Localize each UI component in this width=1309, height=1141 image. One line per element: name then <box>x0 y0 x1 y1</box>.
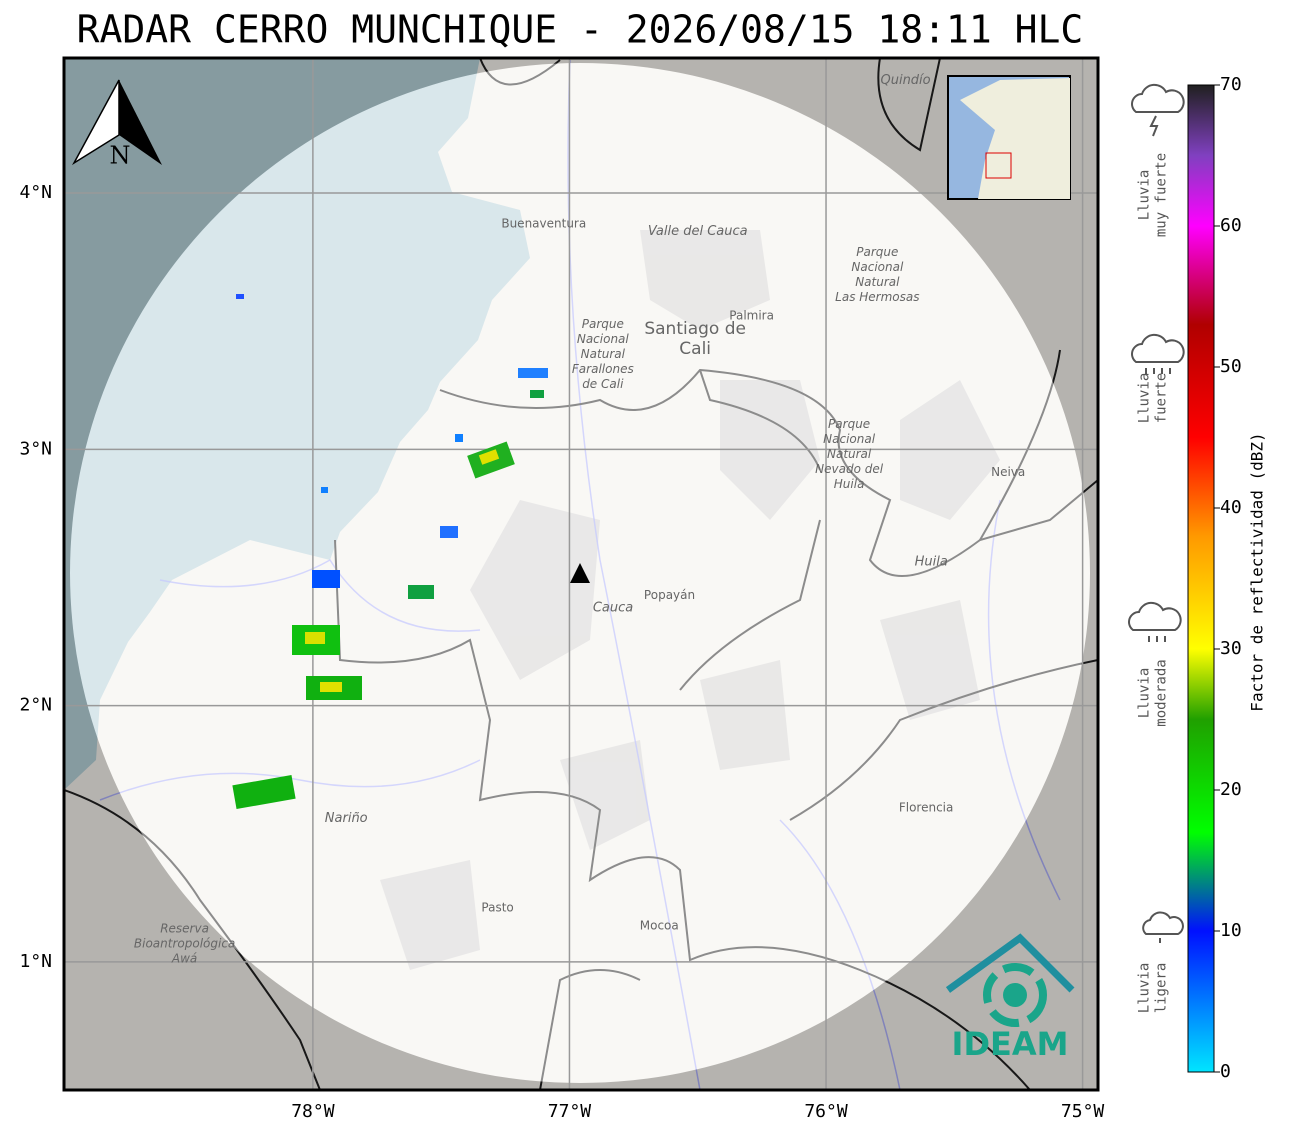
place-label: Pasto <box>481 901 513 915</box>
colorbar-tick-label: 20 <box>1220 779 1242 800</box>
place-label: Huila <box>834 477 865 491</box>
place-label: de Cali <box>582 377 624 391</box>
rain-level-label: muy fuerte <box>1154 153 1170 237</box>
radar-site <box>570 563 590 583</box>
place-label: Bioantropológica <box>134 936 235 950</box>
place-label: Cali <box>679 339 711 359</box>
place-label: Natural <box>581 347 626 361</box>
title: RADAR CERRO MUNCHIQUE - 2026/08/15 18:11… <box>77 8 1084 52</box>
logo-text: IDEAM <box>952 1025 1069 1063</box>
lat-tick-label: 3°N <box>19 438 52 459</box>
place-label: Parque <box>856 245 898 259</box>
lon-tick-label: 77°W <box>548 1101 592 1122</box>
place-label: Santiago de <box>644 319 746 339</box>
rain-level-label: Lluvia <box>1137 963 1153 1014</box>
place-label: Nevado del <box>815 462 884 476</box>
place-label: Huila <box>915 555 948 570</box>
colorbar-tick-label: 0 <box>1220 1061 1231 1082</box>
place-label: Nacional <box>577 332 630 346</box>
lon-tick-label: 75°W <box>1061 1101 1105 1122</box>
rain-level-label: fuerte <box>1154 373 1170 424</box>
colorbar <box>1187 84 1215 1073</box>
inset-map <box>947 75 1071 200</box>
place-label: Quindío <box>880 73 930 88</box>
place-label: Buenaventura <box>501 216 586 230</box>
colorbar-tick-label: 60 <box>1220 215 1242 236</box>
colorbar-tick-label: 70 <box>1220 74 1242 95</box>
place-label: Mocoa <box>640 918 679 932</box>
logo: IDEAM <box>945 933 1075 1063</box>
rain-level-label: ligera <box>1154 963 1170 1014</box>
north-arrow: N <box>71 79 162 170</box>
place-label: Nariño <box>325 811 368 826</box>
north-label: N <box>110 142 131 170</box>
place-label: Florencia <box>899 801 954 815</box>
place-label: Cauca <box>593 601 633 616</box>
place-label: Las Hermosas <box>835 290 919 304</box>
place-label: Palmira <box>729 309 774 323</box>
radar-echoes <box>232 294 548 810</box>
place-label: Natural <box>827 447 872 461</box>
place-label: Parque <box>582 317 624 331</box>
place-label: Reserva <box>160 921 209 935</box>
place-label: Parque <box>828 417 870 431</box>
rain-level-label: moderada <box>1154 659 1170 726</box>
lat-tick-label: 2°N <box>19 695 52 716</box>
rain-level-label: Lluvia <box>1137 170 1153 221</box>
place-label: Awá <box>171 951 197 965</box>
rain-level-label: Lluvia <box>1137 668 1153 719</box>
colorbar-tick-label: 10 <box>1220 920 1242 941</box>
colorbar-tick-label: 50 <box>1220 356 1242 377</box>
place-label: Farallones <box>572 362 634 376</box>
lat-tick-label: 4°N <box>19 182 52 203</box>
place-label: Nacional <box>823 432 876 446</box>
colorbar-tick-label: 30 <box>1220 638 1242 659</box>
lon-tick-label: 78°W <box>291 1101 335 1122</box>
rain-level-label: Lluvia <box>1137 373 1153 424</box>
place-label: Neiva <box>991 465 1025 479</box>
map-frame <box>62 56 1100 1092</box>
rain-icons <box>1128 83 1185 943</box>
lat-tick-label: 1°N <box>19 951 52 972</box>
colorbar-tick-label: 40 <box>1220 497 1242 518</box>
place-label: Nacional <box>851 260 904 274</box>
colorbar-label: Factor de reflectividad (dBZ) <box>1248 432 1267 711</box>
lon-tick-label: 76°W <box>804 1101 848 1122</box>
place-label: Natural <box>855 275 900 289</box>
place-label: Valle del Cauca <box>648 224 748 239</box>
place-label: Popayán <box>644 588 695 602</box>
